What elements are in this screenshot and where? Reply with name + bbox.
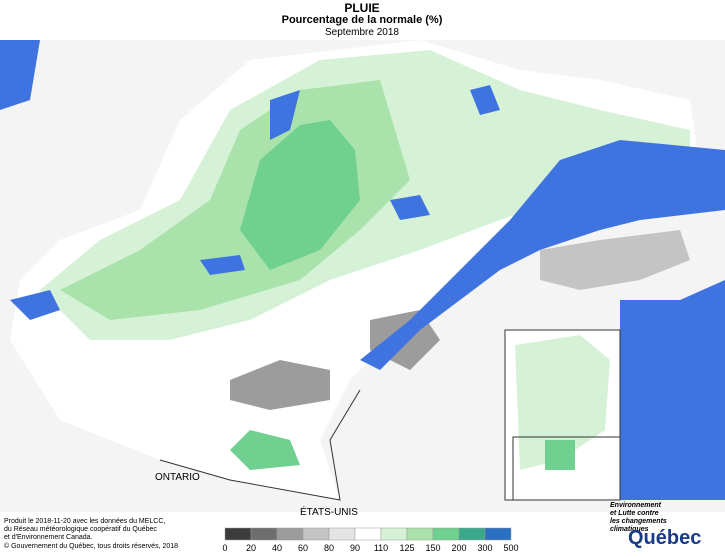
legend-label: 150	[425, 543, 440, 552]
credit-line: du Réseau météorologique coopératif du Q…	[4, 526, 157, 533]
legend-swatch	[302, 527, 330, 541]
water-east	[620, 280, 725, 500]
legend-label: 200	[451, 543, 466, 552]
logo-name: Québec	[628, 527, 701, 549]
legend-swatch	[406, 527, 434, 541]
border	[159, 389, 361, 501]
credit-line: et d'Environnement Canada.	[4, 534, 93, 541]
credit-line: Produit le 2018-11-20 avec les données d…	[4, 518, 165, 525]
legend-swatch	[380, 527, 408, 541]
logo-line: climatiques	[610, 526, 649, 533]
legend: 0 20 40 60 80 90 110 125 150 200 300 500	[222, 527, 519, 553]
legend-label: 20	[246, 543, 256, 552]
map-label: ÉTATS-UNIS	[300, 505, 358, 518]
legend-swatch	[432, 527, 460, 541]
subtitle: Pourcentage de la normale (%)	[282, 14, 443, 26]
map-label: ONTARIO	[155, 472, 200, 483]
legend-label: 500	[503, 543, 518, 552]
legend-swatch	[328, 527, 356, 541]
legend-label: 300	[477, 543, 492, 552]
legend-label: 80	[324, 543, 334, 552]
credits: Produit le 2018-11-20 avec les données d…	[4, 518, 165, 541]
legend-swatch	[354, 527, 382, 541]
legend-label: 0	[222, 543, 227, 552]
inset-zone	[545, 440, 575, 470]
period: Septembre 2018	[325, 27, 399, 38]
zone-80	[540, 230, 690, 290]
zone-150	[240, 120, 360, 270]
legend-label: 60	[298, 543, 308, 552]
legend-swatch	[484, 527, 512, 541]
legend-label: 110	[374, 543, 388, 552]
legend-swatch	[224, 527, 252, 541]
inset-focus	[512, 436, 621, 501]
legend-label: 125	[399, 543, 414, 552]
zone-150-south	[230, 430, 300, 470]
copyright: © Gouvernement du Québec, tous droits ré…	[4, 542, 178, 550]
inset-land	[515, 335, 610, 470]
legend-swatch	[458, 527, 486, 541]
logo-line: Environnement	[610, 502, 662, 509]
legend-label: 90	[350, 543, 360, 552]
lakes	[10, 85, 500, 320]
title: PLUIE	[344, 1, 379, 15]
water-west	[0, 40, 40, 110]
logo-line: les changements	[610, 518, 667, 525]
logo-line: et Lutte contre	[610, 510, 659, 517]
map: ONTARIO ÉTATS-UNIS	[0, 40, 725, 518]
legend-swatch	[250, 527, 278, 541]
zone-60	[230, 360, 330, 410]
estuary	[360, 140, 725, 370]
legend-label: 40	[272, 543, 282, 552]
legend-swatch	[276, 527, 304, 541]
